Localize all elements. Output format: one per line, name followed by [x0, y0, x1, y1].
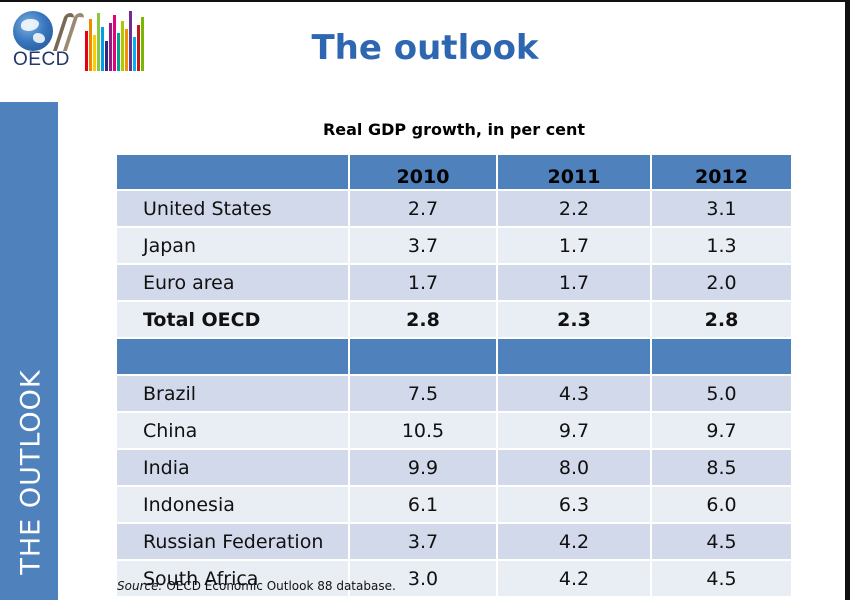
logo-stripe	[101, 27, 104, 71]
total-label: Total OECD	[117, 301, 350, 339]
growth-value: 7.5	[349, 375, 498, 413]
source-label: Source:	[117, 579, 163, 593]
logo-stripe	[125, 29, 128, 71]
growth-value: 9.7	[497, 412, 652, 450]
logo-org-name: OECD	[13, 49, 70, 70]
growth-value: 3.0	[349, 560, 498, 598]
growth-value: 9.9	[349, 449, 498, 487]
table-row: Indonesia 6.1 6.3 6.0	[117, 486, 791, 524]
growth-value: 4.2	[497, 560, 652, 598]
growth-value: 5.0	[651, 375, 791, 413]
logo-stripe	[141, 17, 144, 71]
total-value: 2.3	[497, 301, 652, 339]
growth-value: 10.5	[349, 412, 498, 450]
slide-frame-right	[845, 0, 850, 600]
growth-value: 3.7	[349, 227, 498, 265]
column-header	[117, 155, 350, 191]
growth-value: 4.5	[651, 560, 791, 598]
sidebar-band: THE OUTLOOK	[0, 102, 58, 600]
growth-value: 2.2	[497, 190, 652, 228]
table-row: Japan 3.7 1.7 1.3	[117, 227, 791, 265]
growth-value: 6.0	[651, 486, 791, 524]
column-header: 2012	[651, 155, 791, 191]
logo-stripe	[97, 13, 100, 71]
column-header: 2010	[349, 155, 498, 191]
country-name: Brazil	[117, 375, 350, 413]
slide-title: The outlook	[311, 28, 539, 68]
logo-stripe	[129, 11, 132, 71]
country-name: Japan	[117, 227, 350, 265]
sidebar-label: THE OUTLOOK	[15, 369, 47, 575]
logo-stripe	[121, 21, 124, 71]
source-text: OECD Economic Outlook 88 database.	[162, 579, 396, 593]
growth-value: 6.1	[349, 486, 498, 524]
table-header-row: 2010 2011 2012	[117, 155, 791, 191]
logo-stripe	[117, 33, 120, 71]
growth-value: 1.7	[497, 264, 652, 302]
logo-stripe	[85, 31, 88, 71]
growth-value: 8.5	[651, 449, 791, 487]
growth-value: 1.7	[349, 264, 498, 302]
growth-value: 9.7	[651, 412, 791, 450]
table-row: South Africa 3.0 4.2 4.5	[117, 560, 791, 598]
country-name: United States	[117, 190, 350, 228]
table-title: Real GDP growth, in per cent	[322, 120, 586, 139]
table-row: Brazil 7.5 4.3 5.0	[117, 375, 791, 413]
total-oecd-row: Total OECD 2.8 2.3 2.8	[117, 301, 791, 339]
column-header: 2011	[497, 155, 652, 191]
table-separator	[117, 338, 791, 376]
logo-stripe	[109, 23, 112, 71]
country-name: Euro area	[117, 264, 350, 302]
table-row: China 10.5 9.7 9.7	[117, 412, 791, 450]
logo-stripe	[113, 15, 116, 71]
growth-value: 8.0	[497, 449, 652, 487]
logo-stripe	[89, 19, 92, 71]
table-row: Euro area 1.7 1.7 2.0	[117, 264, 791, 302]
source-note: Source: OECD Economic Outlook 88 databas…	[117, 579, 396, 593]
table-row: Russian Federation 3.7 4.2 4.5	[117, 523, 791, 561]
logo-fifty-mark	[85, 9, 147, 71]
growth-value: 4.5	[651, 523, 791, 561]
logo-stripe	[133, 37, 136, 71]
country-name: India	[117, 449, 350, 487]
growth-value: 2.7	[349, 190, 498, 228]
oecd-50-logo: OECD	[13, 9, 145, 71]
growth-value: 4.2	[497, 523, 652, 561]
growth-value: 4.3	[497, 375, 652, 413]
growth-value: 1.3	[651, 227, 791, 265]
country-name: Indonesia	[117, 486, 350, 524]
growth-value: 1.7	[497, 227, 652, 265]
total-value: 2.8	[651, 301, 791, 339]
growth-value: 3.7	[349, 523, 498, 561]
growth-value: 2.0	[651, 264, 791, 302]
table-row: United States 2.7 2.2 3.1	[117, 190, 791, 228]
country-name: China	[117, 412, 350, 450]
logo-stripe	[105, 41, 108, 71]
country-name: Russian Federation	[117, 523, 350, 561]
country-name: South Africa	[117, 560, 350, 598]
growth-value: 3.1	[651, 190, 791, 228]
slide-frame-top	[0, 0, 850, 2]
total-value: 2.8	[349, 301, 498, 339]
gdp-growth-table: 2010 2011 2012 United States 2.7 2.2 3.1…	[117, 155, 791, 598]
globe-icon	[13, 11, 53, 51]
growth-value: 6.3	[497, 486, 652, 524]
logo-stripe	[93, 35, 96, 71]
logo-stripe	[137, 25, 140, 71]
table-row: India 9.9 8.0 8.5	[117, 449, 791, 487]
